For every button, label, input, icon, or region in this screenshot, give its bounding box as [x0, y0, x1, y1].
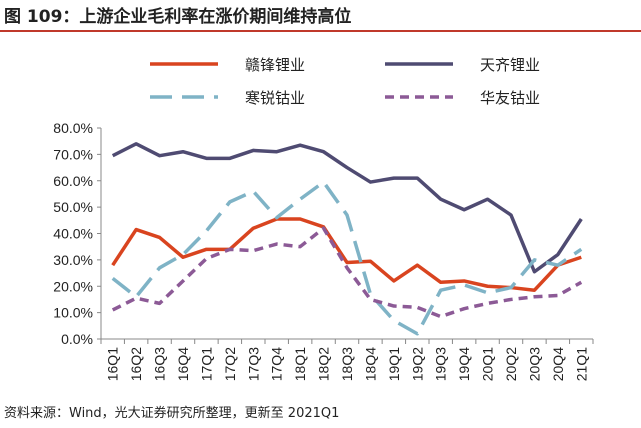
x-tick-label: 16Q2	[128, 347, 144, 381]
y-tick-label: 80.0%	[53, 120, 93, 136]
x-tick-label: 19Q2	[409, 347, 425, 381]
source-note: 资料来源：Wind，光大证券研究所整理，更新至 2021Q1	[4, 406, 340, 421]
y-tick-label: 30.0%	[53, 252, 93, 268]
x-tick-label: 17Q3	[245, 347, 261, 381]
y-tick-label: 70.0%	[53, 146, 93, 162]
x-tick-label: 18Q2	[316, 347, 332, 381]
x-tick-label: 18Q4	[362, 347, 378, 381]
x-tick-label: 17Q4	[269, 347, 285, 381]
x-tick-label: 21Q1	[573, 347, 589, 381]
x-tick-label: 19Q4	[456, 347, 472, 381]
x-tick-label: 17Q1	[198, 347, 214, 381]
legend-label: 华友钴业	[480, 89, 540, 107]
y-tick-label: 60.0%	[53, 173, 93, 189]
x-tick-label: 19Q3	[433, 347, 449, 381]
legend-label: 赣锋锂业	[245, 56, 305, 74]
y-tick-label: 0.0%	[61, 331, 93, 347]
x-tick-label: 18Q3	[339, 347, 355, 381]
x-tick-label: 20Q2	[503, 347, 519, 381]
series-line-4	[111, 226, 583, 319]
y-tick-label: 20.0%	[53, 278, 93, 294]
figure-title: 图 109：上游企业毛利率在涨价期间维持高位	[4, 7, 352, 27]
legend-label: 天齐锂业	[480, 56, 540, 74]
x-tick-label: 17Q2	[222, 347, 238, 381]
x-tick-label: 20Q1	[480, 347, 496, 381]
x-tick-label: 16Q3	[152, 347, 168, 381]
series-line-2	[111, 142, 583, 274]
y-tick-label: 50.0%	[53, 199, 93, 215]
x-tick-label: 20Q4	[550, 347, 566, 381]
legend-label: 寒锐钴业	[245, 89, 305, 107]
x-tick-label: 19Q1	[386, 347, 402, 381]
x-tick-label: 16Q4	[175, 347, 191, 381]
y-tick-label: 40.0%	[53, 226, 93, 242]
x-tick-label: 18Q1	[292, 347, 308, 381]
y-tick-label: 10.0%	[53, 305, 93, 321]
x-tick-label: 20Q3	[526, 347, 542, 381]
title-rule	[0, 30, 641, 32]
x-tick-label: 16Q1	[105, 347, 121, 381]
